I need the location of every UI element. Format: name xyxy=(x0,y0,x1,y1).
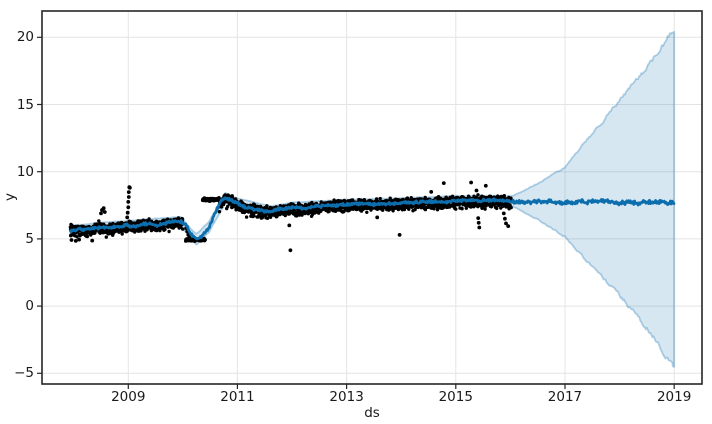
y-tick-label: 5 xyxy=(25,230,34,247)
forecast-line xyxy=(69,196,676,241)
y-tick-label: 15 xyxy=(16,96,34,113)
y-tick-label: 20 xyxy=(16,29,34,46)
plot-border xyxy=(41,10,703,385)
y-axis-label: y xyxy=(2,193,18,201)
gridlines xyxy=(42,11,702,384)
axis-tick-marks xyxy=(37,36,675,389)
observed-scatter-points xyxy=(68,180,514,253)
x-tick-label: 2013 xyxy=(329,389,364,405)
x-tick-label: 2009 xyxy=(111,389,146,405)
y-tick-label: 0 xyxy=(25,298,34,315)
x-axis-label: ds xyxy=(364,405,380,421)
x-tick-label: 2015 xyxy=(438,389,473,405)
y-tick-label: 10 xyxy=(16,163,34,180)
x-tick-label: 2019 xyxy=(656,389,692,405)
y-tick-label: −5 xyxy=(14,365,34,382)
x-tick-label: 2011 xyxy=(220,389,255,405)
x-tick-label: 2017 xyxy=(547,389,583,405)
